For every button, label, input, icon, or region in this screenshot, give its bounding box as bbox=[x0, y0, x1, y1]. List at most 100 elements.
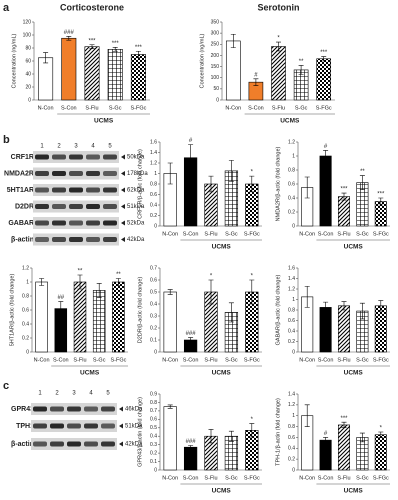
x-tick-label: N-Con bbox=[34, 357, 50, 363]
blot-band bbox=[84, 406, 98, 412]
x-tick-label: S-Con bbox=[248, 105, 264, 111]
y-axis-label: D2DR/β-actic (fold change) bbox=[137, 277, 143, 344]
blot-row-label: β-actin bbox=[11, 441, 34, 448]
x-tick-label: S-Gc bbox=[109, 105, 122, 111]
y-tick-label: 0.6 bbox=[288, 435, 295, 441]
x-tick-label: S-Flu bbox=[85, 105, 98, 111]
blot-band bbox=[35, 237, 49, 242]
y-tick-label: 1.2 bbox=[288, 139, 295, 145]
error-bar bbox=[188, 445, 194, 450]
bar bbox=[356, 437, 369, 471]
blot-band bbox=[86, 204, 100, 209]
size-label: 50kDa bbox=[127, 155, 145, 161]
error-bar bbox=[228, 302, 234, 323]
y-tick-label: 0.4 bbox=[150, 202, 157, 208]
significance: # bbox=[324, 431, 328, 437]
significance: *** bbox=[377, 192, 385, 198]
y-tick-label: 40 bbox=[25, 71, 31, 77]
y-tick-label: 0.8 bbox=[288, 167, 295, 173]
x-tick-label: S-FGc bbox=[244, 357, 260, 363]
panel-label: b bbox=[3, 134, 10, 146]
x-tick-label: N-Con bbox=[299, 357, 315, 363]
y-tick-label: 0.4 bbox=[288, 195, 295, 201]
blot-row-label: GPR43 bbox=[11, 406, 34, 413]
blot-band bbox=[69, 171, 83, 176]
significance: ## bbox=[57, 295, 64, 301]
blot-band bbox=[69, 204, 83, 209]
x-tick-label: S-Gc bbox=[225, 357, 238, 363]
y-tick-label: 0.6 bbox=[22, 307, 29, 313]
blot-row-label: D2DR bbox=[15, 203, 34, 210]
error-bar bbox=[188, 144, 194, 172]
y-tick-label: 0.8 bbox=[22, 293, 29, 299]
y-tick-label: 0.2 bbox=[150, 325, 157, 331]
bar bbox=[337, 196, 351, 227]
y-tick-label: 1.4 bbox=[150, 150, 157, 156]
y-tick-label: 0 bbox=[26, 349, 29, 355]
blot-band bbox=[35, 154, 49, 160]
y-tick-label: 0.9 bbox=[150, 391, 157, 397]
x-tick-label: S-Gc bbox=[356, 231, 369, 237]
y-axis-label: Concentration (ng/mL) bbox=[11, 33, 17, 88]
error-bar bbox=[323, 150, 329, 162]
y-tick-label: 1.2 bbox=[22, 265, 29, 271]
y-tick-label: 250 bbox=[211, 42, 220, 48]
y-tick-label: 50 bbox=[213, 86, 219, 92]
bar bbox=[61, 37, 77, 101]
significance: *** bbox=[320, 50, 328, 56]
bar bbox=[225, 40, 241, 101]
y-axis-label: GABAR/β-actic (fold change) bbox=[275, 274, 281, 345]
bar bbox=[130, 54, 146, 101]
x-axis-label: UCMS bbox=[344, 244, 364, 251]
bar bbox=[337, 305, 351, 353]
blot-band bbox=[52, 171, 66, 176]
y-tick-label: 1.4 bbox=[288, 276, 295, 282]
y-tick-label: 20 bbox=[25, 84, 31, 90]
bar bbox=[319, 155, 332, 227]
y-tick-label: 0 bbox=[292, 467, 295, 473]
x-tick-label: N-Con bbox=[38, 105, 54, 111]
blot-band bbox=[101, 423, 115, 429]
significance: * bbox=[251, 274, 254, 280]
error-bar bbox=[341, 192, 347, 201]
blot-band bbox=[50, 406, 64, 412]
x-axis-label: UCMS bbox=[80, 370, 100, 377]
blot-band bbox=[103, 204, 117, 209]
x-axis-label: UCMS bbox=[212, 370, 232, 377]
x-tick-label: S-Flu bbox=[204, 475, 217, 481]
y-tick-label: 0.2 bbox=[288, 456, 295, 462]
error-bar bbox=[188, 337, 194, 343]
error-bar bbox=[135, 50, 141, 59]
y-tick-label: 100 bbox=[23, 32, 32, 38]
blot-band bbox=[101, 406, 115, 412]
y-tick-label: 0.5 bbox=[150, 425, 157, 431]
error-bar bbox=[112, 47, 118, 52]
y-axis-label: 5HT1AR/β-actic (fold change) bbox=[9, 274, 15, 347]
blot-band bbox=[69, 154, 83, 160]
bar bbox=[319, 307, 332, 353]
x-tick-label: S-FGc bbox=[373, 475, 389, 481]
x-tick-label: S-Gc bbox=[225, 475, 238, 481]
significance: ** bbox=[78, 269, 83, 275]
error-bar bbox=[228, 430, 234, 442]
blot-band bbox=[52, 204, 66, 209]
lane-number: 2 bbox=[57, 144, 61, 150]
blot-row-label: β-actin bbox=[11, 236, 34, 243]
blot-band bbox=[67, 423, 81, 429]
error-bar bbox=[208, 429, 214, 444]
size-label: 46kDa bbox=[125, 407, 143, 413]
error-bar bbox=[89, 44, 95, 49]
x-tick-label: S-Flu bbox=[204, 231, 217, 237]
y-tick-label: 0.2 bbox=[288, 209, 295, 215]
bar bbox=[38, 57, 54, 101]
y-tick-label: 0.2 bbox=[22, 335, 29, 341]
panel-label: a bbox=[3, 2, 10, 14]
size-arrow bbox=[121, 220, 125, 226]
y-tick-label: 0.2 bbox=[150, 450, 157, 456]
y-tick-label: 0.3 bbox=[150, 442, 157, 448]
bar bbox=[163, 291, 177, 353]
blot-band bbox=[50, 441, 64, 447]
significance: * bbox=[251, 417, 254, 423]
x-tick-label: S-Flu bbox=[337, 231, 350, 237]
x-tick-label: S-Gc bbox=[356, 357, 369, 363]
